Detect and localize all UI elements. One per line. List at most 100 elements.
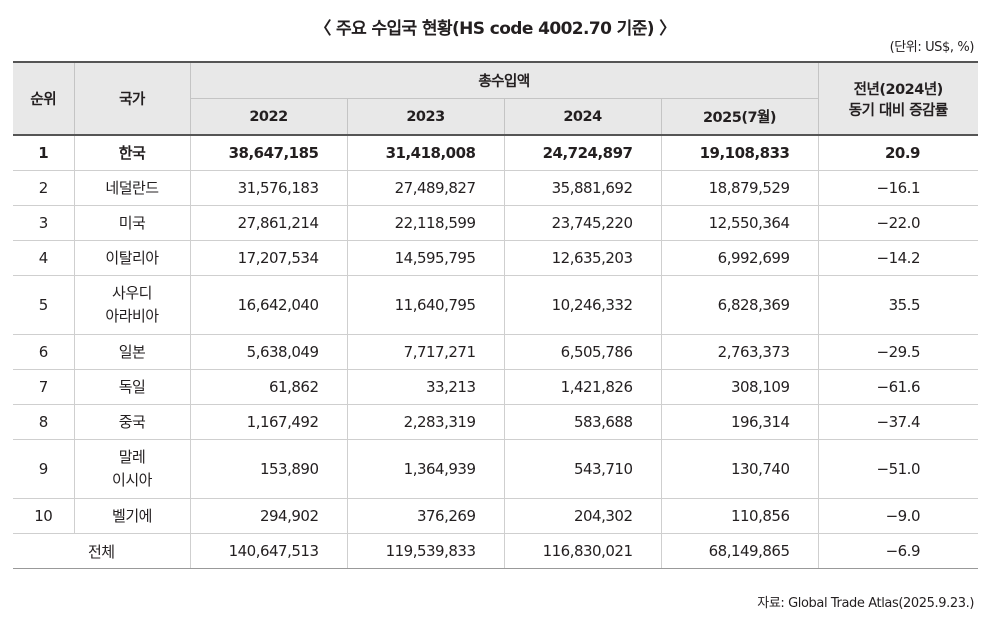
header-year: 2024 <box>503 98 662 136</box>
total-value-cell: 116,830,021 <box>503 533 662 569</box>
country-name-line: 일본 <box>118 342 146 361</box>
value-cell: 7,717,271 <box>346 334 505 370</box>
total-change-cell: −6.9 <box>817 533 978 569</box>
table-row: 10 벨기에 294,902 376,269 204,302 110,856 −9.0 <box>13 498 978 534</box>
country-name-line: 아라비아 <box>105 307 159 325</box>
rank-cell: 9 <box>13 439 75 499</box>
change-cell: −9.0 <box>817 498 978 534</box>
rank-cell: 8 <box>13 404 75 440</box>
value-cell: 308,109 <box>660 369 819 405</box>
table-row: 4 이탈리아 17,207,534 14,595,795 12,635,203 6,992… <box>13 240 978 276</box>
value-cell: 543,710 <box>503 439 662 499</box>
value-cell: 583,688 <box>503 404 662 440</box>
table-row: 5 사우디 아라비아 16,642,040 11,640,795 10,246,332 6,… <box>13 275 978 335</box>
value-cell: 17,207,534 <box>189 240 348 276</box>
value-cell: 204,302 <box>503 498 662 534</box>
value-cell: 2,283,319 <box>346 404 505 440</box>
value-cell: 33,213 <box>346 369 505 405</box>
value-cell: 11,640,795 <box>346 275 505 335</box>
import-table: 순위 국가 총수입액 전년(2024년) 동기 대비 증감률 2022 2023… <box>13 61 978 569</box>
source-note: 자료: Global Trade Atlas(2025.9.23.) <box>757 596 974 611</box>
rank-cell: 1 <box>13 134 75 171</box>
header-total-import: 총수입액 <box>189 61 819 99</box>
country-cell: 독일 <box>73 369 191 405</box>
header-year: 2023 <box>346 98 505 136</box>
value-cell: 1,167,492 <box>189 404 348 440</box>
value-cell: 6,992,699 <box>660 240 819 276</box>
change-cell: −29.5 <box>817 334 978 370</box>
header-change: 전년(2024년) 동기 대비 증감률 <box>817 61 978 136</box>
total-label: 전체 <box>13 533 191 569</box>
table-row: 8 중국 1,167,492 2,283,319 583,688 196,314 −37.4 <box>13 404 978 440</box>
value-cell: 27,489,827 <box>346 170 505 206</box>
country-cell: 미국 <box>73 205 191 241</box>
rank-cell: 7 <box>13 369 75 405</box>
change-cell: −61.6 <box>817 369 978 405</box>
rank-cell: 4 <box>13 240 75 276</box>
country-cell: 일본 <box>73 334 191 370</box>
total-row: 전체 140,647,513 119,539,833 116,830,021 68,14… <box>13 533 978 569</box>
value-cell: 35,881,692 <box>503 170 662 206</box>
value-cell: 12,635,203 <box>503 240 662 276</box>
value-cell: 14,595,795 <box>346 240 505 276</box>
value-cell: 31,418,008 <box>346 134 505 171</box>
country-cell: 이탈리아 <box>73 240 191 276</box>
header-year: 2022 <box>189 98 348 136</box>
country-cell: 말레 이시아 <box>73 439 191 499</box>
country-cell: 네덜란드 <box>73 170 191 206</box>
value-cell: 6,828,369 <box>660 275 819 335</box>
country-name-line: 네덜란드 <box>105 178 159 197</box>
change-cell: −37.4 <box>817 404 978 440</box>
value-cell: 1,421,826 <box>503 369 662 405</box>
value-cell: 2,763,373 <box>660 334 819 370</box>
value-cell: 5,638,049 <box>189 334 348 370</box>
country-name-line: 중국 <box>118 412 146 431</box>
table-row: 9 말레 이시아 153,890 1,364,939 543,710 130,740 −51.… <box>13 439 978 499</box>
value-cell: 376,269 <box>346 498 505 534</box>
change-cell: −51.0 <box>817 439 978 499</box>
value-cell: 294,902 <box>189 498 348 534</box>
country-cell: 중국 <box>73 404 191 440</box>
value-cell: 110,856 <box>660 498 819 534</box>
rank-cell: 10 <box>13 498 75 534</box>
country-name-line: 벨기에 <box>112 506 152 525</box>
header-year: 2025(7월) <box>660 98 819 136</box>
unit-note: (단위: US$, %) <box>889 40 975 55</box>
value-cell: 38,647,185 <box>189 134 348 171</box>
value-cell: 6,505,786 <box>503 334 662 370</box>
total-value-cell: 119,539,833 <box>346 533 505 569</box>
value-cell: 12,550,364 <box>660 205 819 241</box>
value-cell: 18,879,529 <box>660 170 819 206</box>
table-row: 6 일본 5,638,049 7,717,271 6,505,786 2,763,373−… <box>13 334 978 370</box>
country-cell: 한국 <box>73 134 191 171</box>
table-body: 1 한국 38,647,185 31,418,008 24,724,897 19,108,… <box>13 134 978 569</box>
total-value-cell: 140,647,513 <box>189 533 348 569</box>
rank-cell: 6 <box>13 334 75 370</box>
value-cell: 16,642,040 <box>189 275 348 335</box>
value-cell: 196,314 <box>660 404 819 440</box>
value-cell: 22,118,599 <box>346 205 505 241</box>
table-row: 2 네덜란드 31,576,183 27,489,827 35,881,692 18,87… <box>13 170 978 206</box>
country-name-line: 한국 <box>118 143 146 162</box>
change-cell: −22.0 <box>817 205 978 241</box>
header-rank: 순위 <box>13 61 75 136</box>
country-name-line: 이탈리아 <box>105 248 159 267</box>
country-name-line: 사우디 <box>112 284 152 302</box>
country-name-line: 미국 <box>118 213 146 232</box>
total-value-cell: 68,149,865 <box>660 533 819 569</box>
rank-cell: 5 <box>13 275 75 335</box>
table-title: 〈 주요 수입국 현황(HS code 4002.70 기준) 〉 <box>314 19 676 39</box>
value-cell: 23,745,220 <box>503 205 662 241</box>
value-cell: 130,740 <box>660 439 819 499</box>
header-change-line1: 전년(2024년) <box>853 81 944 98</box>
change-cell: −14.2 <box>817 240 978 276</box>
table-row: 1 한국 38,647,185 31,418,008 24,724,897 19,108,… <box>13 134 978 171</box>
change-cell: 20.9 <box>817 134 978 171</box>
value-cell: 27,861,214 <box>189 205 348 241</box>
value-cell: 1,364,939 <box>346 439 505 499</box>
value-cell: 31,576,183 <box>189 170 348 206</box>
country-name-line: 독일 <box>118 377 146 396</box>
value-cell: 153,890 <box>189 439 348 499</box>
table-row: 3 미국 27,861,214 22,118,599 23,745,220 12,550,… <box>13 205 978 241</box>
table-row: 7 독일 61,862 33,213 1,421,826 308,109 −61.6 <box>13 369 978 405</box>
